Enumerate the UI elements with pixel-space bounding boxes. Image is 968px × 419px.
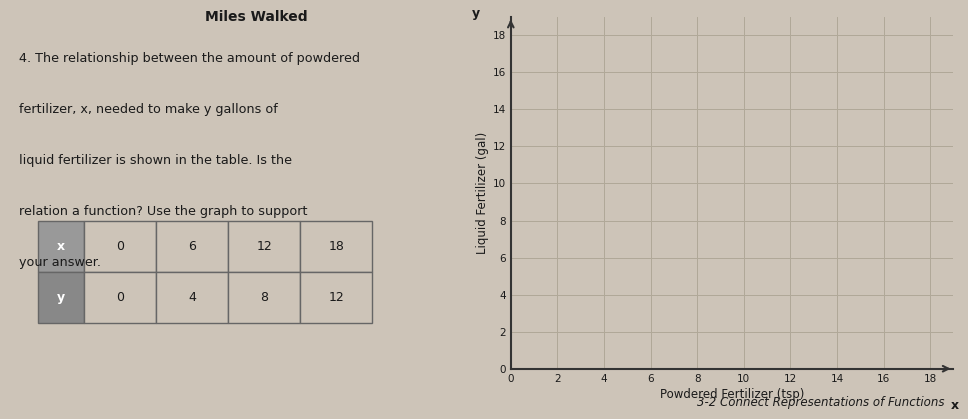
Text: 8: 8 bbox=[260, 291, 268, 304]
Bar bbox=[38, 272, 84, 323]
Text: fertilizer, x, needed to make y gallons of: fertilizer, x, needed to make y gallons … bbox=[19, 103, 278, 116]
Text: 4. The relationship between the amount of powdered: 4. The relationship between the amount o… bbox=[19, 52, 360, 65]
Text: y: y bbox=[57, 291, 65, 304]
Bar bbox=[228, 272, 300, 323]
Bar bbox=[84, 272, 156, 323]
Text: 4: 4 bbox=[188, 291, 197, 304]
Bar bbox=[156, 272, 228, 323]
Y-axis label: Liquid Fertilizer (gal): Liquid Fertilizer (gal) bbox=[475, 132, 489, 254]
Text: 0: 0 bbox=[116, 291, 124, 304]
Text: your answer.: your answer. bbox=[19, 256, 101, 269]
Text: 12: 12 bbox=[328, 291, 344, 304]
Text: 3-2 Connect Representations of Functions: 3-2 Connect Representations of Functions bbox=[697, 396, 945, 409]
Bar bbox=[300, 272, 373, 323]
Text: x: x bbox=[57, 240, 65, 253]
Text: 0: 0 bbox=[116, 240, 124, 253]
Bar bbox=[156, 221, 228, 272]
Bar bbox=[38, 221, 84, 272]
Text: 18: 18 bbox=[328, 240, 345, 253]
Text: relation a function? Use the graph to support: relation a function? Use the graph to su… bbox=[19, 205, 308, 218]
X-axis label: Powdered Fertilizer (tsp): Powdered Fertilizer (tsp) bbox=[660, 388, 804, 401]
Text: y: y bbox=[471, 8, 480, 21]
Bar bbox=[300, 221, 373, 272]
Bar bbox=[84, 221, 156, 272]
Bar bbox=[228, 221, 300, 272]
Text: Miles Walked: Miles Walked bbox=[205, 10, 308, 24]
Text: liquid fertilizer is shown in the table. Is the: liquid fertilizer is shown in the table.… bbox=[19, 154, 292, 167]
Text: 12: 12 bbox=[257, 240, 272, 253]
Text: 6: 6 bbox=[188, 240, 197, 253]
Text: x: x bbox=[952, 399, 959, 412]
